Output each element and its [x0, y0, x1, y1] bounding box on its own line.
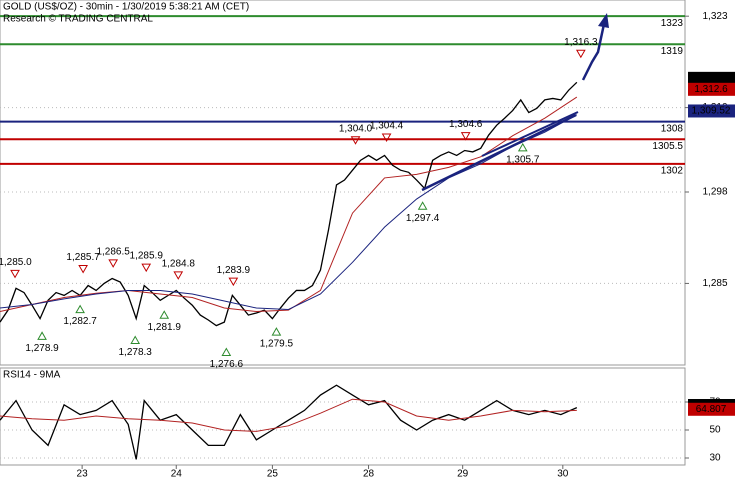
low-label: 1,297.4 [406, 213, 440, 224]
level-label: 1323 [661, 18, 684, 29]
low-label: 1,276.6 [210, 359, 244, 370]
trend-line [481, 111, 579, 157]
series-line [0, 96, 578, 313]
x-tick-label: 25 [267, 469, 279, 480]
x-tick-label: 30 [557, 469, 569, 480]
high-marker [10, 269, 20, 279]
low-marker [37, 331, 47, 340]
high-marker [228, 277, 239, 287]
chart-subtitle: Research © TRADING CENTRAL [3, 14, 153, 25]
low-label: 1,282.7 [63, 316, 97, 327]
high-label: 1,304.0 [339, 123, 373, 134]
price-badge [688, 71, 735, 85]
level-label: 1308 [661, 123, 684, 134]
x-tick-label: 28 [363, 469, 375, 480]
price-badge [688, 402, 735, 416]
x-tick-label: 29 [457, 469, 469, 480]
y-tick-label: 1,323 [702, 11, 727, 22]
low-marker [271, 327, 282, 336]
low-marker [517, 142, 528, 152]
high-label: 1,286.5 [96, 247, 130, 258]
low-marker [75, 304, 85, 314]
y-tick-label: 1,298 [702, 187, 727, 198]
high-marker [78, 264, 88, 274]
high-label: 1,284.8 [162, 258, 196, 269]
trend-line [421, 113, 577, 192]
low-label: 1,305.7 [506, 154, 540, 165]
high-marker [460, 132, 471, 141]
high-label: 1,304.6 [449, 119, 483, 130]
high-label: 1,285.0 [0, 257, 32, 268]
arrow-head [598, 13, 609, 28]
price-badge-label: 1,309.52 [692, 106, 731, 117]
level-label: 1302 [661, 166, 684, 177]
low-marker [417, 201, 428, 210]
low-marker [130, 335, 141, 345]
series-line [0, 81, 578, 327]
price-panel [0, 0, 686, 366]
price-badge [688, 82, 735, 96]
y-tick-label: 1,285 [702, 278, 727, 289]
x-tick-label: 24 [171, 469, 183, 480]
chart-title: GOLD (US$/OZ) - 30min - 1/30/2019 5:38:2… [3, 2, 249, 13]
low-marker [159, 310, 170, 319]
low-label: 1,278.9 [25, 343, 59, 354]
high-marker [381, 133, 392, 142]
low-marker [221, 347, 232, 356]
high-label: 1,316.3 [564, 37, 598, 48]
high-label: 1,285.7 [66, 252, 100, 263]
y-tick-label: 50 [709, 425, 721, 436]
high-marker [350, 136, 361, 145]
rsi-panel [0, 367, 686, 466]
y-tick-label: 30 [709, 453, 721, 464]
high-label: 1,283.9 [217, 265, 251, 276]
price-badge-label: 1,312.6 [694, 84, 728, 95]
high-label: 1,285.9 [130, 251, 164, 262]
high-label: 1,304.4 [370, 121, 404, 132]
price-badge-label: 1,314.16 [692, 73, 731, 84]
low-label: 1,279.5 [260, 339, 294, 350]
low-label: 1,278.3 [119, 347, 153, 358]
high-marker [141, 263, 152, 273]
series-line [0, 114, 578, 310]
high-marker [108, 259, 119, 268]
level-label: 1305.5 [652, 141, 683, 152]
x-tick-label: 23 [77, 469, 89, 480]
forecast-arrow [581, 23, 606, 81]
low-label: 1,281.9 [148, 322, 182, 333]
series-line [0, 398, 577, 432]
high-marker [173, 271, 184, 280]
price-badge [688, 104, 735, 118]
series-line [0, 384, 578, 460]
level-label: 1319 [661, 46, 684, 57]
price-badge-label: 64.807 [696, 404, 727, 415]
high-marker [575, 49, 586, 59]
rsi-title: RSI14 - 9MA [3, 370, 61, 381]
